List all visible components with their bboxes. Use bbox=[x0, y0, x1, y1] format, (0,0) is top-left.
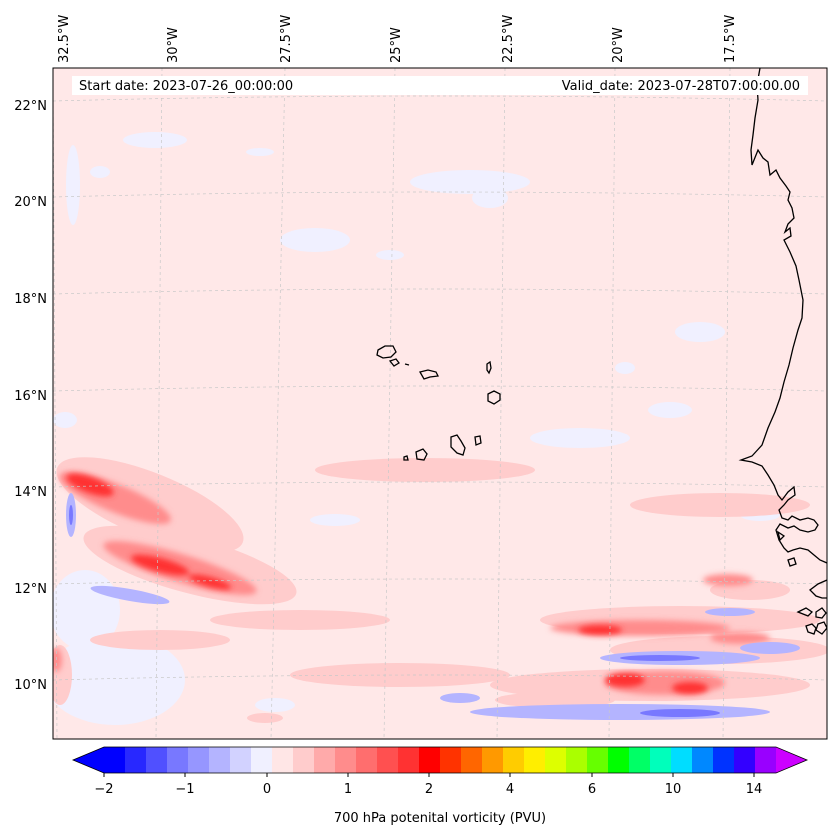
island-maio bbox=[474, 435, 482, 446]
negative-pv-pale-patches bbox=[53, 132, 780, 725]
valid-date-box bbox=[300, 76, 808, 95]
lat-label-20n: 20°N bbox=[14, 195, 47, 210]
cb-tick-label-10: 10 bbox=[665, 782, 682, 797]
colorbar-swatch bbox=[398, 747, 420, 773]
cb-tick-label-neg1: −1 bbox=[175, 782, 194, 797]
colorbar-over-arrow bbox=[776, 747, 807, 773]
colorbar-swatch bbox=[671, 747, 693, 773]
african-coastline bbox=[738, 68, 827, 635]
island-fogo bbox=[415, 448, 428, 461]
colorbar-swatches bbox=[104, 747, 777, 773]
colorbar-swatch bbox=[167, 747, 189, 773]
latitude-labels: 22°N 20°N 18°N 16°N 14°N 12°N 10°N bbox=[14, 99, 47, 693]
colorbar-swatch bbox=[251, 747, 273, 773]
colorbar-swatch bbox=[230, 747, 252, 773]
island-sal bbox=[486, 360, 492, 375]
start-date-box bbox=[72, 76, 312, 95]
map-panel: Start date: 2023-07-26_00:00:00 Valid_da… bbox=[53, 68, 827, 739]
colorbar-under-arrow bbox=[73, 747, 104, 773]
colorbar-swatch bbox=[314, 747, 336, 773]
colorbar-swatch bbox=[587, 747, 609, 773]
colorbar-swatch bbox=[293, 747, 315, 773]
lat-label-16n: 16°N bbox=[14, 389, 47, 404]
colorbar-swatch bbox=[356, 747, 378, 773]
colorbar: −2 −1 0 1 2 4 6 10 14 700 hPa potenital … bbox=[71, 746, 809, 826]
cb-tick-label-1: 1 bbox=[344, 782, 352, 797]
island-santa-luzia bbox=[404, 363, 410, 366]
cb-tick-label-0: 0 bbox=[263, 782, 271, 797]
island-santo-antao bbox=[376, 345, 397, 359]
colorbar-swatch bbox=[461, 747, 483, 773]
colorbar-ticks bbox=[103, 773, 755, 777]
lon-label-22.5w: 22.5°W bbox=[501, 15, 516, 63]
colorbar-swatch bbox=[524, 747, 546, 773]
colorbar-swatch bbox=[503, 747, 525, 773]
colorbar-swatch bbox=[650, 747, 672, 773]
colorbar-tick-labels: −2 −1 0 1 2 4 6 10 14 bbox=[94, 782, 762, 797]
colorbar-swatch bbox=[608, 747, 630, 773]
graticule bbox=[53, 68, 827, 739]
lon-label-17.5w: 17.5°W bbox=[723, 15, 738, 63]
lon-label-30w: 30°W bbox=[166, 27, 181, 63]
island-santiago bbox=[450, 434, 466, 456]
colorbar-swatch bbox=[440, 747, 462, 773]
lat-label-10n: 10°N bbox=[14, 678, 47, 693]
colorbar-swatch bbox=[545, 747, 567, 773]
island-sao-vicente bbox=[388, 358, 400, 367]
cb-tick-label-14: 14 bbox=[746, 782, 763, 797]
colorbar-swatch bbox=[692, 747, 714, 773]
colorbar-swatch bbox=[104, 747, 126, 773]
colorbar-swatch bbox=[335, 747, 357, 773]
cb-tick-label-2: 2 bbox=[425, 782, 433, 797]
colorbar-swatch bbox=[755, 747, 777, 773]
start-date-text: Start date: 2023-07-26_00:00:00 bbox=[79, 79, 293, 94]
colorbar-title: 700 hPa potenital vorticity (PVU) bbox=[334, 811, 546, 826]
map-frame bbox=[52, 67, 828, 740]
colorbar-swatch bbox=[377, 747, 399, 773]
cb-tick-label-neg2: −2 bbox=[94, 782, 113, 797]
colorbar-swatch bbox=[566, 747, 588, 773]
colorbar-swatch bbox=[125, 747, 147, 773]
colorbar-swatch bbox=[482, 747, 504, 773]
island-sao-nicolau bbox=[419, 369, 439, 380]
lat-label-12n: 12°N bbox=[14, 582, 47, 597]
lat-label-22n: 22°N bbox=[14, 99, 47, 114]
lon-label-27.5w: 27.5°W bbox=[279, 15, 294, 63]
negative-pv-strong-cores bbox=[69, 505, 720, 717]
valid-date-text: Valid_date: 2023-07-28T07:00:00.00 bbox=[562, 79, 800, 94]
colorbar-swatch bbox=[146, 747, 168, 773]
island-brava bbox=[403, 455, 409, 461]
colorbar-swatch bbox=[734, 747, 756, 773]
longitude-labels: 32.5°W 30°W 27.5°W 25°W 22.5°W 20°W 17.5… bbox=[57, 15, 738, 63]
cb-tick-label-6: 6 bbox=[588, 782, 596, 797]
lon-label-32.5w: 32.5°W bbox=[57, 15, 72, 63]
cb-tick-label-4: 4 bbox=[506, 782, 514, 797]
colorbar-swatch bbox=[209, 747, 231, 773]
colorbar-swatch bbox=[629, 747, 651, 773]
colorbar-swatch bbox=[272, 747, 294, 773]
colorbar-swatch bbox=[188, 747, 210, 773]
lon-label-20w: 20°W bbox=[611, 27, 626, 63]
lon-label-25w: 25°W bbox=[389, 27, 404, 63]
island-boa-vista bbox=[487, 390, 501, 405]
lat-label-18n: 18°N bbox=[14, 292, 47, 307]
colorbar-swatch bbox=[713, 747, 735, 773]
cape-verde-islands bbox=[376, 345, 501, 461]
colorbar-swatch bbox=[419, 747, 441, 773]
lat-label-14n: 14°N bbox=[14, 485, 47, 500]
